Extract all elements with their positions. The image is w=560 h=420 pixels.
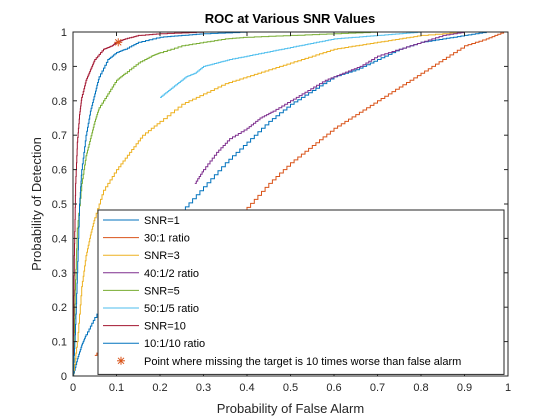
y-tick-label: 0.2 bbox=[52, 302, 67, 314]
x-axis-label: Probability of False Alarm bbox=[217, 401, 364, 416]
x-tick-label: 1 bbox=[505, 382, 511, 394]
legend-label-2: SNR=3 bbox=[144, 250, 180, 262]
y-tick-label: 1 bbox=[61, 27, 67, 39]
y-tick-label: 0.8 bbox=[52, 96, 67, 108]
x-tick-label: 0.2 bbox=[152, 382, 167, 394]
legend-label-7: 10:1/10 ratio bbox=[144, 338, 205, 350]
y-tick-label: 0.6 bbox=[52, 165, 67, 177]
series-line-5 bbox=[160, 32, 422, 98]
x-tick-label: 0.8 bbox=[413, 382, 428, 394]
y-tick-label: 0 bbox=[61, 371, 67, 383]
legend-box bbox=[97, 209, 505, 375]
legend-label-3: 40:1/2 ratio bbox=[144, 268, 199, 280]
legend-label-4: SNR=5 bbox=[144, 285, 180, 297]
legend-label-1: 30:1 ratio bbox=[144, 233, 190, 245]
x-tick-label: 0.1 bbox=[109, 382, 124, 394]
target-point-marker bbox=[114, 38, 123, 47]
chart-title: ROC at Various SNR Values bbox=[205, 11, 376, 26]
x-tick-label: 0.5 bbox=[283, 382, 298, 394]
tick-layer: 0 0.1 0.2 0.3 0.4 0.5 0.6 0.7 0.8 0.9 1 0 0.1 0.2 0.3 0… bbox=[52, 27, 511, 394]
x-tick-label: 0.9 bbox=[457, 382, 472, 394]
legend-label-0: SNR=1 bbox=[144, 215, 180, 227]
marker-layer bbox=[114, 38, 123, 47]
x-tick-label: 0 bbox=[70, 382, 76, 394]
y-tick-label: 0.3 bbox=[52, 268, 67, 280]
y-tick-label: 0.9 bbox=[52, 61, 67, 73]
x-tick-label: 0.6 bbox=[326, 382, 341, 394]
y-tick-label: 0.4 bbox=[52, 233, 67, 245]
y-axis-label: Probability of Detection bbox=[29, 137, 44, 271]
series-line-6 bbox=[73, 32, 508, 376]
series-line-2 bbox=[73, 32, 508, 376]
series-line-7 bbox=[73, 32, 508, 376]
x-tick-label: 0.3 bbox=[196, 382, 211, 394]
y-tick-label: 0.7 bbox=[52, 130, 67, 142]
series-line-3 bbox=[194, 32, 465, 184]
legend-swatch-marker bbox=[117, 356, 125, 365]
legend-label-marker: Point where missing the target is 10 tim… bbox=[144, 356, 461, 368]
x-tick-label: 0.7 bbox=[370, 382, 385, 394]
legend: SNR=1 30:1 ratio SNR=3 40:1/2 ratio SNR=5 50:… bbox=[97, 209, 505, 375]
y-tick-label: 0.1 bbox=[52, 337, 67, 349]
legend-label-5: 50:1/5 ratio bbox=[144, 303, 199, 315]
y-tick-label: 0.5 bbox=[52, 199, 67, 211]
series-layer bbox=[73, 32, 508, 376]
legend-label-6: SNR=10 bbox=[144, 321, 186, 333]
x-tick-label: 0.4 bbox=[239, 382, 254, 394]
